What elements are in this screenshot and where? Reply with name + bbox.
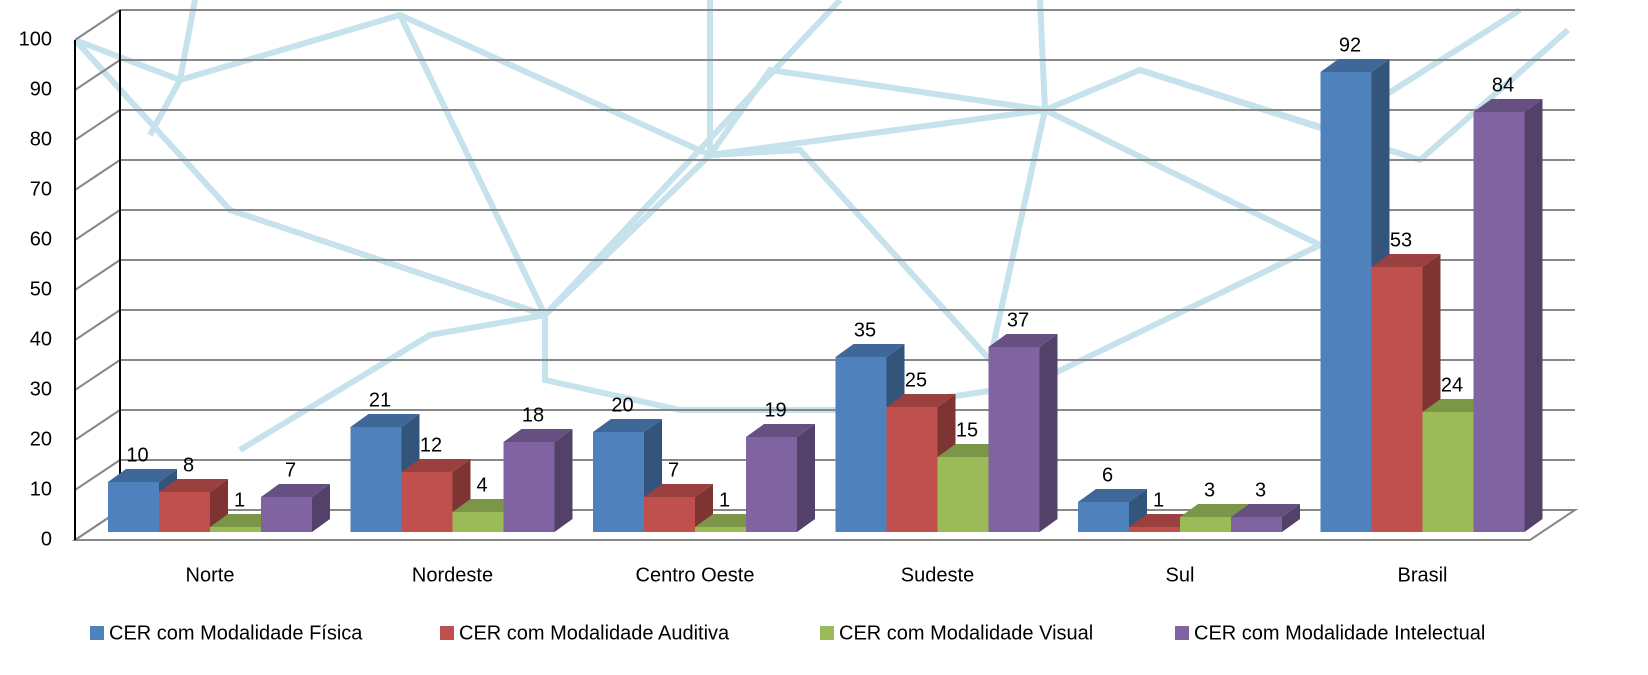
bar: [836, 357, 887, 532]
y-tick-label: 10: [30, 478, 52, 500]
y-tick-label: 70: [30, 178, 52, 200]
y-tick-label: 60: [30, 228, 52, 250]
bar: [1231, 517, 1282, 532]
legend-label: CER com Modalidade Visual: [839, 622, 1093, 644]
value-label: 3: [1255, 479, 1266, 501]
value-label: 8: [183, 454, 194, 476]
bar-group: [1474, 99, 1543, 532]
wall-grid-line: [75, 360, 120, 390]
value-label: 25: [905, 369, 927, 391]
bar: [402, 472, 453, 532]
wall-grid-line: [75, 110, 120, 140]
value-label: 1: [1153, 489, 1164, 511]
y-tick-label: 30: [30, 378, 52, 400]
value-label: 18: [522, 404, 544, 426]
bar: [1180, 517, 1231, 532]
x-tick-label: Sudeste: [901, 564, 974, 586]
bar: [453, 512, 504, 532]
legend-label: CER com Modalidade Física: [109, 622, 363, 644]
bar-side: [555, 429, 573, 532]
chart: 010203040506070809010010817Norte2112418N…: [0, 0, 1648, 675]
bar: [887, 407, 938, 532]
value-label: 53: [1390, 229, 1412, 251]
wall-grid-line: [75, 310, 120, 340]
bar: [210, 527, 261, 532]
legend-swatch: [90, 626, 104, 640]
y-tick-label: 80: [30, 128, 52, 150]
value-label: 20: [611, 394, 633, 416]
x-tick-label: Nordeste: [412, 564, 493, 586]
bar: [1372, 267, 1423, 532]
value-label: 12: [420, 434, 442, 456]
value-label: 3: [1204, 479, 1215, 501]
value-label: 84: [1492, 74, 1514, 96]
value-label: 6: [1102, 464, 1113, 486]
value-label: 21: [369, 389, 391, 411]
wall-grid-line: [75, 10, 120, 40]
x-tick-label: Brasil: [1397, 564, 1447, 586]
bar-group: [746, 424, 815, 532]
bar: [504, 442, 555, 532]
value-label: 37: [1007, 309, 1029, 331]
legend-label: CER com Modalidade Intelectual: [1194, 622, 1485, 644]
bar: [159, 492, 210, 532]
bar: [1423, 412, 1474, 532]
x-tick-label: Norte: [186, 564, 235, 586]
bar: [695, 527, 746, 532]
value-label: 1: [234, 489, 245, 511]
wall-grid-line: [75, 210, 120, 240]
x-tick-label: Sul: [1166, 564, 1195, 586]
value-label: 10: [126, 444, 148, 466]
bar: [938, 457, 989, 532]
legend-swatch: [1175, 626, 1189, 640]
bar-side: [797, 424, 815, 532]
value-label: 7: [668, 459, 679, 481]
bar-group: [504, 429, 573, 532]
bar: [644, 497, 695, 532]
bar-group: [261, 484, 330, 532]
bar: [261, 497, 312, 532]
bar: [593, 432, 644, 532]
bar: [1321, 72, 1372, 532]
bar-group: [989, 334, 1058, 532]
bar-side: [1040, 334, 1058, 532]
bars: [108, 59, 1543, 532]
value-label: 4: [476, 474, 487, 496]
legend-swatch: [820, 626, 834, 640]
bar-side: [1525, 99, 1543, 532]
value-label: 19: [764, 399, 786, 421]
legend-label: CER com Modalidade Auditiva: [459, 622, 730, 644]
value-label: 92: [1339, 34, 1361, 56]
bar: [1474, 112, 1525, 532]
y-tick-label: 50: [30, 278, 52, 300]
bar: [1129, 527, 1180, 532]
value-label: 15: [956, 419, 978, 441]
value-label: 35: [854, 319, 876, 341]
wall-grid-line: [75, 260, 120, 290]
value-label: 7: [285, 459, 296, 481]
wall-grid-line: [75, 410, 120, 440]
x-tick-label: Centro Oeste: [636, 564, 755, 586]
bar: [1078, 502, 1129, 532]
y-tick-label: 90: [30, 78, 52, 100]
bar: [108, 482, 159, 532]
bar: [351, 427, 402, 532]
y-tick-label: 40: [30, 328, 52, 350]
bar: [746, 437, 797, 532]
value-label: 1: [719, 489, 730, 511]
bar: [989, 347, 1040, 532]
wall-grid-line: [75, 160, 120, 190]
legend-swatch: [440, 626, 454, 640]
y-tick-label: 20: [30, 428, 52, 450]
y-tick-label: 100: [19, 28, 52, 50]
value-label: 24: [1441, 374, 1463, 396]
y-tick-label: 0: [41, 528, 52, 550]
